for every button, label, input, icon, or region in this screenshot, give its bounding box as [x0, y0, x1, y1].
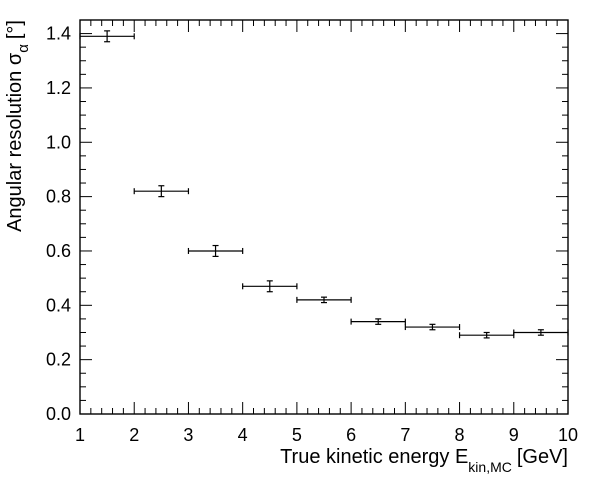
y-tick-label: 0.2 — [46, 350, 71, 370]
y-tick-label: 1.4 — [46, 24, 71, 44]
x-axis-label-unit: [GeV] — [517, 446, 568, 468]
y-tick-label: 1.2 — [46, 78, 71, 98]
data-points — [79, 30, 569, 339]
y-tick-label: 0.6 — [46, 241, 71, 261]
x-tick-label: 5 — [292, 425, 302, 445]
x-tick-label: 10 — [558, 425, 578, 445]
x-tick-label: 7 — [400, 425, 410, 445]
data-point — [458, 331, 515, 339]
y-tick-label: 0.4 — [46, 295, 71, 315]
x-axis-label-sub: kin,MC — [468, 459, 512, 475]
x-axis-label: True kinetic energy Ekin,MC [GeV] — [280, 446, 568, 475]
y-tick-label: 0.8 — [46, 187, 71, 207]
x-tick-label: 2 — [129, 425, 139, 445]
x-tick-label: 1 — [75, 425, 85, 445]
y-axis-label-sub: α — [15, 44, 32, 53]
y-axis-label-unit: [°] — [4, 20, 26, 39]
x-tick-label: 8 — [455, 425, 465, 445]
x-tick-label: 3 — [183, 425, 193, 445]
x-tick-label: 9 — [509, 425, 519, 445]
data-point — [404, 323, 461, 331]
x-axis-label-main: True kinetic energy E — [280, 446, 468, 468]
data-point — [296, 296, 352, 304]
x-tick-label: 4 — [238, 425, 248, 445]
data-point — [513, 329, 569, 336]
data-point — [350, 318, 406, 325]
data-point — [187, 244, 244, 257]
y-tick-label: 1.0 — [46, 132, 71, 152]
tick-labels: 1 2 3 4 5 6 7 8 9 10 0.0 0.2 0.4 0.6 0.8 1.0 1.2 1.4 — [46, 24, 578, 445]
data-point — [242, 280, 298, 293]
y-axis-label: Angular resolution σα [°] — [4, 20, 32, 232]
data-point — [133, 185, 190, 198]
y-tick-label: 0.0 — [46, 404, 71, 424]
axis-ticks — [79, 19, 569, 415]
plot-frame — [79, 19, 569, 415]
y-axis-label-main: Angular resolution σ — [4, 52, 26, 232]
data-point — [79, 30, 135, 43]
x-tick-label: 6 — [346, 425, 356, 445]
